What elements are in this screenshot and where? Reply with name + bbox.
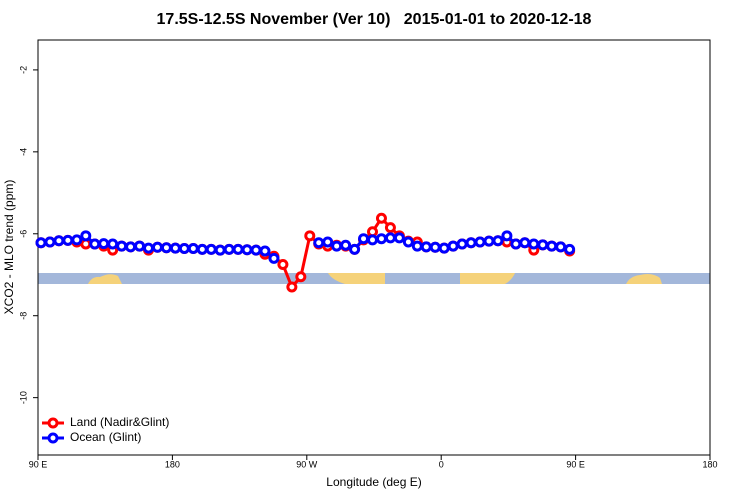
- legend-label: Ocean (Glint): [70, 430, 141, 444]
- point: [537, 239, 549, 251]
- chart-title: 17.5S-12.5S November (Ver 10) 2015-01-01…: [157, 11, 592, 28]
- point: [447, 240, 459, 252]
- point: [53, 235, 65, 247]
- point: [80, 230, 92, 242]
- point: [205, 243, 217, 255]
- point: [546, 240, 558, 252]
- point: [519, 237, 531, 249]
- y-tick-label: -6: [18, 230, 28, 238]
- y-axis-label: XCO2 - MLO trend (ppm): [2, 180, 16, 315]
- y-tick-label: -8: [18, 312, 28, 320]
- x-tick-label: 90 E: [29, 459, 48, 469]
- point: [295, 271, 307, 283]
- point: [98, 238, 110, 250]
- point: [465, 237, 477, 249]
- point: [438, 242, 450, 254]
- point: [384, 232, 396, 244]
- point: [223, 243, 235, 255]
- point: [420, 241, 432, 253]
- point: [402, 236, 414, 248]
- y-tick-label: -4: [18, 148, 28, 156]
- point: [277, 259, 289, 271]
- point: [241, 244, 253, 256]
- point: [35, 237, 47, 249]
- point: [456, 238, 468, 250]
- plot-frame: [37, 39, 711, 456]
- point: [375, 233, 387, 245]
- point: [89, 238, 101, 250]
- point: [384, 222, 396, 234]
- point: [393, 232, 405, 244]
- x-tick-label: 180: [165, 459, 180, 469]
- x-tick-label: 90 W: [296, 459, 318, 469]
- y-tick-label: -2: [18, 66, 28, 74]
- point: [250, 244, 262, 256]
- x-tick-label: 0: [439, 459, 444, 469]
- point: [304, 230, 316, 242]
- point: [411, 240, 423, 252]
- point: [375, 212, 387, 224]
- point: [367, 234, 379, 246]
- point: [151, 241, 163, 253]
- point: [259, 245, 271, 257]
- point: [169, 242, 181, 254]
- legend-marker: [47, 432, 59, 444]
- point: [313, 237, 325, 249]
- point: [44, 236, 56, 248]
- point: [232, 243, 244, 255]
- point: [358, 233, 370, 245]
- legend-label: Land (Nadir&Glint): [70, 415, 169, 429]
- x-tick-label: 180: [702, 459, 717, 469]
- point: [196, 243, 208, 255]
- surface-strip: [38, 273, 710, 284]
- point: [331, 240, 343, 252]
- legend-marker: [47, 417, 59, 429]
- point: [429, 241, 441, 253]
- point: [107, 238, 119, 250]
- point: [474, 236, 486, 248]
- point: [125, 241, 137, 253]
- point: [71, 234, 83, 246]
- point: [286, 281, 298, 293]
- point: [340, 239, 352, 251]
- point: [62, 234, 74, 246]
- point: [555, 241, 567, 253]
- y-tick-label: -10: [18, 391, 28, 404]
- point: [510, 238, 522, 250]
- point: [564, 243, 576, 255]
- point: [322, 236, 334, 248]
- point: [160, 242, 172, 254]
- point: [143, 242, 155, 254]
- point: [187, 243, 199, 255]
- point: [116, 240, 128, 252]
- x-tick-label: 90 E: [566, 459, 585, 469]
- point: [483, 235, 495, 247]
- point: [214, 244, 226, 256]
- point: [492, 235, 504, 247]
- point: [501, 230, 513, 242]
- point: [349, 243, 361, 255]
- point: [528, 238, 540, 250]
- point: [178, 243, 190, 255]
- point: [268, 252, 280, 264]
- point: [134, 240, 146, 252]
- x-axis-label: Longitude (deg E): [326, 475, 421, 489]
